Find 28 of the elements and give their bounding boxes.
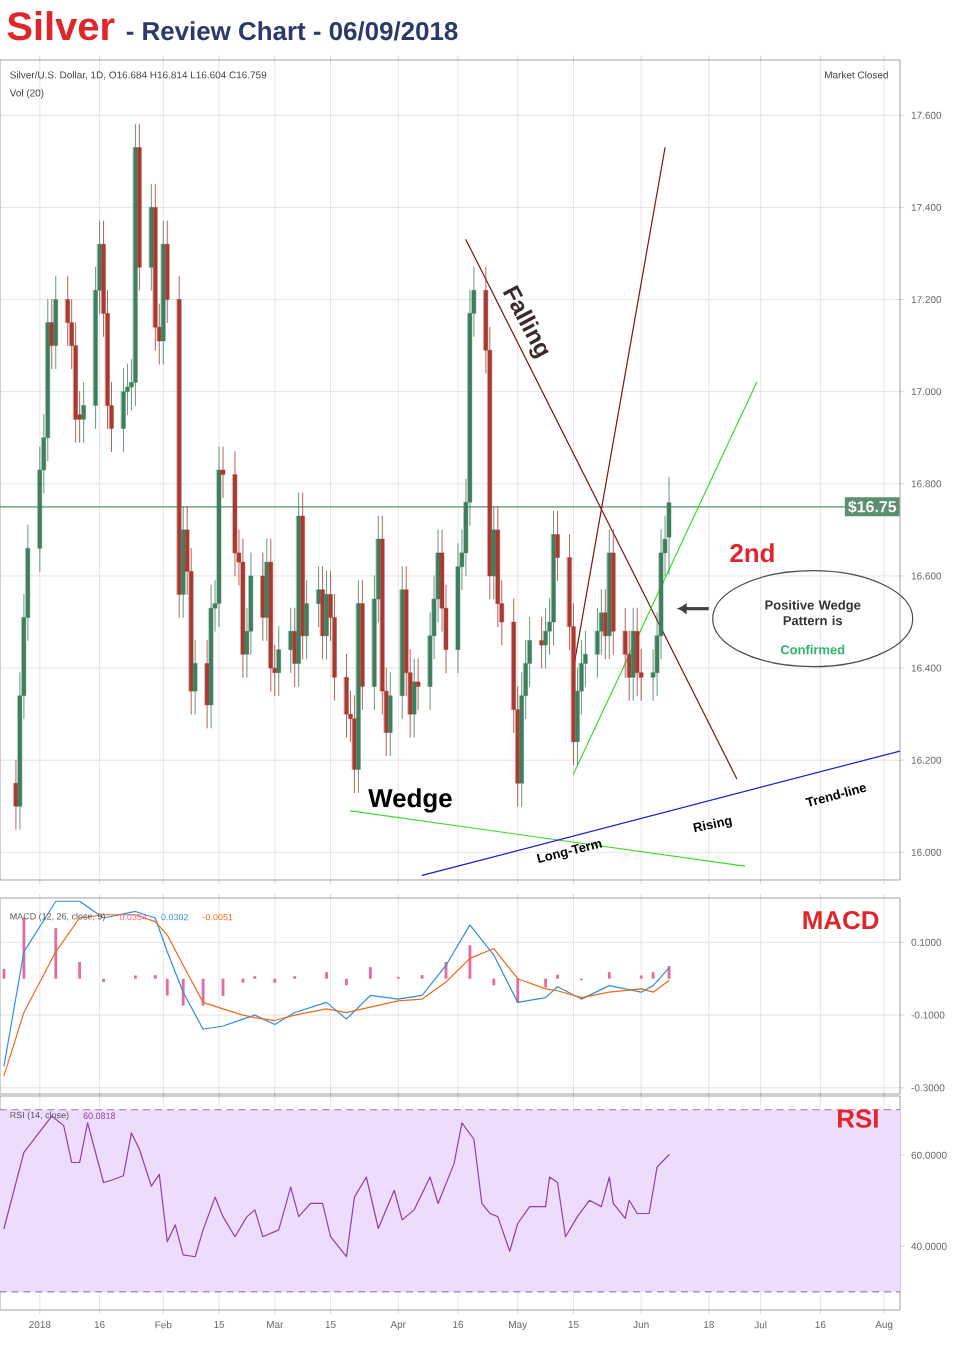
chart-subtitle: - Review Chart - 06/09/2018 [126,21,458,41]
candlestick [320,566,325,660]
candlestick [192,640,198,715]
candlestick [121,368,126,452]
chart-title: RSI [838,1109,878,1128]
candlestick [316,566,321,628]
candlestick [13,759,19,830]
candlestick [634,607,640,697]
annotation: 2nd [730,543,774,563]
candlestick [388,672,393,757]
annotation: Wedge [368,788,452,813]
chart-title: Silver [7,11,115,41]
candlestick [304,580,309,660]
candlestick [603,589,608,660]
candlestick [555,511,560,581]
candlestick [220,446,226,499]
candlestick [49,299,54,370]
candlestick [539,617,544,669]
candlestick [204,640,210,729]
candlestick [288,607,293,674]
candlestick [491,506,496,600]
candlestick [53,276,58,370]
candlestick [260,552,266,641]
chart-title: MACD [803,910,879,930]
candlestick [344,653,349,738]
candlestick [415,658,421,710]
line-series [3,1115,670,1258]
candlestick [631,607,636,701]
